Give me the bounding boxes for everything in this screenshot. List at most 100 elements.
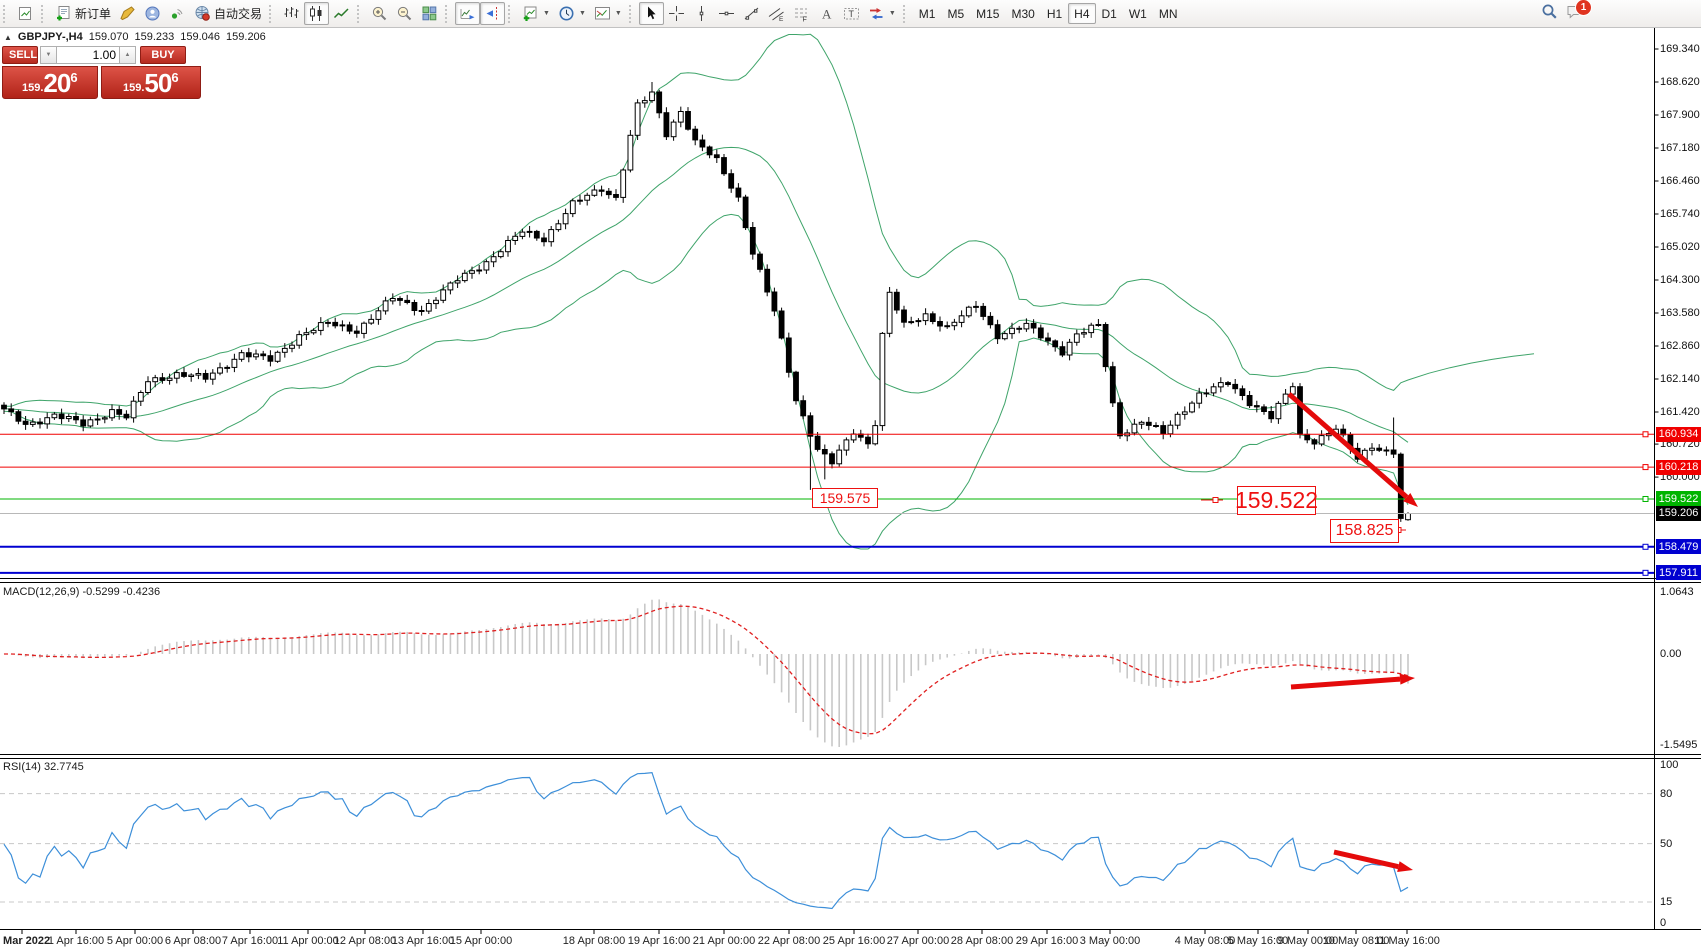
new-chart-button[interactable]: ▼ [518,2,554,25]
vline-icon [693,5,710,22]
timeframe-W1-button[interactable]: W1 [1123,3,1153,24]
annotation-box[interactable]: 159.522 [1234,486,1319,515]
crayon-button[interactable] [115,2,140,25]
main-pane[interactable] [1,33,1535,550]
toolbar-group-grip [3,4,9,23]
chart-doc-button[interactable] [13,2,38,25]
timeframe-MN-button[interactable]: MN [1153,3,1184,24]
candle [202,373,209,380]
timeframe-H1-button[interactable]: H1 [1041,3,1068,24]
autoscroll-button[interactable] [455,2,481,25]
macd-pane[interactable] [3,599,1409,747]
annotation-box[interactable]: 159.575 [812,488,878,508]
profile-button[interactable] [140,2,165,25]
hline-handle[interactable] [1642,464,1649,471]
fibo-icon: F [793,5,810,22]
trend-arrow-rsi[interactable] [1333,849,1413,873]
candle [1232,383,1239,390]
candle [886,291,893,334]
zoom-out-button[interactable] [392,2,417,25]
hline-button[interactable] [714,2,739,25]
candle [937,321,943,327]
sell-button[interactable]: SELL [2,46,38,64]
notification-count-badge: 1 [1575,0,1592,16]
candle [1275,402,1282,420]
candle [1109,366,1116,404]
candle [598,189,605,192]
timeframe-H4-button[interactable]: H4 [1068,3,1096,24]
hline-handle[interactable] [1642,569,1649,576]
timeframe-M5-button[interactable]: M5 [941,3,970,24]
candle [980,305,987,317]
candle [807,415,814,437]
timeframe-M15-button[interactable]: M15 [970,3,1005,24]
template-button[interactable]: ▼ [590,2,626,25]
candle [1383,449,1390,452]
candle [123,413,130,419]
tile-button[interactable] [417,2,442,25]
volume-decrease-button[interactable]: ▼ [40,46,57,64]
cursor-button[interactable] [638,2,664,25]
candle [22,420,29,425]
new-order-button[interactable]: 新订单 [51,2,115,25]
bars-button[interactable] [279,2,304,25]
candle [1037,327,1044,339]
label-button[interactable]: T [839,2,864,25]
sell-price-big: 20 [43,67,71,98]
candle [1066,341,1073,356]
candle [296,334,303,346]
sell-price-prefix: 159. [21,82,44,94]
timeframe-D1-button[interactable]: D1 [1096,3,1123,24]
zoom-in-icon [371,5,388,22]
candle [389,298,396,302]
buy-button[interactable]: BUY [140,46,186,64]
candle [901,309,907,323]
timeframe-M1-button[interactable]: M1 [913,3,942,24]
sell-price-tile[interactable]: 159. 20 6 [2,66,98,99]
timeframe-M30-button[interactable]: M30 [1005,3,1040,24]
search-button[interactable] [1541,3,1558,20]
candles-button[interactable] [304,2,330,25]
candle [814,435,821,450]
panel-collapse-icon[interactable]: ▲ [4,32,12,42]
candle [404,299,411,303]
candle [879,332,886,427]
candle [339,324,346,327]
tline-button[interactable] [739,2,764,25]
vline-button[interactable] [689,2,714,25]
candle [440,289,447,301]
autotrade-button[interactable]: 自动交易 [190,2,266,25]
channel-button[interactable]: E [764,2,789,25]
signal-button[interactable] [165,2,190,25]
volume-input[interactable] [57,46,119,64]
periods-button[interactable]: ▼ [554,2,590,25]
crosshair-button[interactable] [664,2,689,25]
candle [793,371,799,402]
rsi-pane[interactable] [0,771,1654,910]
text-button[interactable]: A [814,2,839,25]
line-button[interactable] [329,2,354,25]
button-label: 新订单 [75,7,112,21]
shift-button[interactable] [480,2,506,25]
candle [310,329,317,334]
trend-arrow-macd[interactable] [1290,673,1415,690]
candle [454,280,461,284]
hline-handle[interactable] [1642,495,1649,502]
arrows-button[interactable]: ▼ [864,2,900,25]
fibo-button[interactable]: F [789,2,814,25]
buy-price-tile[interactable]: 159. 50 6 [100,66,201,99]
notification-button[interactable]: 1 [1566,0,1592,20]
candle [1102,324,1109,368]
toolbar-group-grip [902,4,909,23]
hline-handle[interactable] [1642,431,1649,438]
zoom-in-button[interactable] [367,2,392,25]
candle [1376,447,1383,451]
hline-handle[interactable] [1642,543,1649,550]
periods-icon [558,5,575,22]
annotation-box[interactable]: 158.825 [1330,519,1399,543]
volume-increase-button[interactable]: ▲ [119,46,136,64]
candle [382,300,389,312]
trend-arrow-main[interactable] [1287,392,1418,507]
toolbar-group-grip [357,4,363,23]
